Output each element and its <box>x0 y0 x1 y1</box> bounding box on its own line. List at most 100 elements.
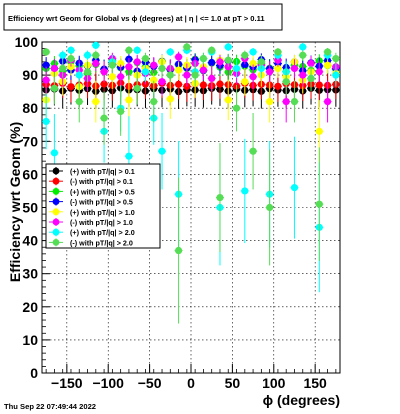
data-point <box>141 68 150 76</box>
data-point <box>249 147 257 155</box>
data-point <box>323 61 332 69</box>
data-point <box>199 81 208 89</box>
data-point <box>42 48 50 56</box>
data-point <box>67 54 75 63</box>
legend-label: (-) with pT/|q| > 0.1 <box>70 177 133 186</box>
chart-title: Efficiency wrt Geom for Global vs ϕ (deg… <box>8 14 265 23</box>
data-point <box>125 152 133 160</box>
y-tick-label: 10 <box>22 332 38 348</box>
data-point <box>67 63 75 71</box>
data-point <box>117 73 125 81</box>
data-point <box>208 74 216 83</box>
data-point <box>50 84 59 92</box>
x-tick-label: 50 <box>225 375 241 391</box>
data-point <box>108 73 116 81</box>
data-point <box>92 59 100 68</box>
data-point <box>241 61 249 69</box>
data-point <box>241 78 249 86</box>
data-point <box>67 83 75 91</box>
data-point <box>232 104 241 112</box>
legend-label: (+) with pT/|q| > 1.0 <box>70 208 135 217</box>
data-point <box>125 96 133 104</box>
data-point <box>75 71 83 79</box>
data-point <box>224 63 232 71</box>
data-point <box>174 246 183 255</box>
legend-box <box>45 163 161 249</box>
y-tick-label: 40 <box>22 233 38 249</box>
legend-marker <box>52 208 60 216</box>
data-point <box>274 56 282 64</box>
x-tick-label: 150 <box>303 375 327 391</box>
data-point <box>241 187 249 195</box>
data-point <box>299 51 307 59</box>
data-point <box>332 54 340 63</box>
data-point <box>307 74 315 83</box>
data-point <box>183 71 191 79</box>
data-point <box>249 48 257 56</box>
data-point <box>183 43 191 51</box>
data-point <box>92 51 100 59</box>
data-point <box>174 53 183 61</box>
data-point <box>315 200 323 208</box>
data-point <box>150 76 158 84</box>
data-point <box>249 73 257 81</box>
x-tick-label: 0 <box>187 375 195 391</box>
data-point <box>299 43 307 51</box>
y-axis-label: Efficiency wrt Geom (%) <box>7 122 23 282</box>
y-tick-label: 60 <box>22 166 38 182</box>
data-point <box>59 51 67 59</box>
data-point <box>42 117 50 126</box>
data-point <box>274 64 282 73</box>
data-point <box>166 48 174 56</box>
y-tick-label: 80 <box>22 100 38 116</box>
legend-marker <box>52 239 60 246</box>
data-point <box>100 114 108 122</box>
data-point <box>133 84 141 92</box>
data-point <box>166 71 174 79</box>
data-point <box>100 80 108 88</box>
data-point <box>199 54 208 63</box>
legend-marker <box>52 228 60 236</box>
y-tick-label: 20 <box>22 299 38 315</box>
y-tick-label: 70 <box>22 133 38 149</box>
data-point <box>92 97 100 106</box>
legend-marker <box>52 167 60 175</box>
legend: (+) with pT/|q| > 0.1(-) with pT/|q| > 0… <box>45 163 161 249</box>
data-point <box>59 64 67 73</box>
x-tick-label: 100 <box>262 375 286 391</box>
data-point <box>166 95 174 103</box>
y-tick-label: 100 <box>15 34 39 50</box>
data-point <box>67 46 75 54</box>
legend-marker <box>52 188 60 195</box>
data-point <box>249 59 257 68</box>
data-point <box>232 64 241 73</box>
data-point <box>141 54 150 63</box>
data-point <box>92 41 100 49</box>
data-point <box>158 147 166 155</box>
data-point <box>290 184 299 192</box>
y-tick-label: 30 <box>22 266 38 282</box>
data-point <box>117 59 125 68</box>
x-tick-label: −50 <box>138 375 162 391</box>
data-point <box>290 97 299 106</box>
data-point <box>158 78 166 86</box>
data-point <box>266 97 274 106</box>
legend-marker <box>52 177 60 185</box>
legend-label: (+) with pT/|q| > 2.0 <box>70 228 135 237</box>
data-point <box>208 58 216 67</box>
data-series <box>42 41 340 324</box>
data-point <box>125 46 133 54</box>
y-tick-label: 0 <box>30 365 38 381</box>
data-point <box>216 80 224 88</box>
legend-marker <box>52 198 60 206</box>
data-point <box>133 46 141 54</box>
data-point <box>216 58 224 66</box>
data-point <box>323 97 332 106</box>
data-point <box>282 78 290 86</box>
data-point <box>290 64 299 73</box>
legend-label: (+) with pT/|q| > 0.1 <box>70 167 135 176</box>
series-7 <box>42 42 340 324</box>
data-point <box>208 46 216 54</box>
data-point <box>224 56 232 64</box>
data-point <box>133 58 141 66</box>
